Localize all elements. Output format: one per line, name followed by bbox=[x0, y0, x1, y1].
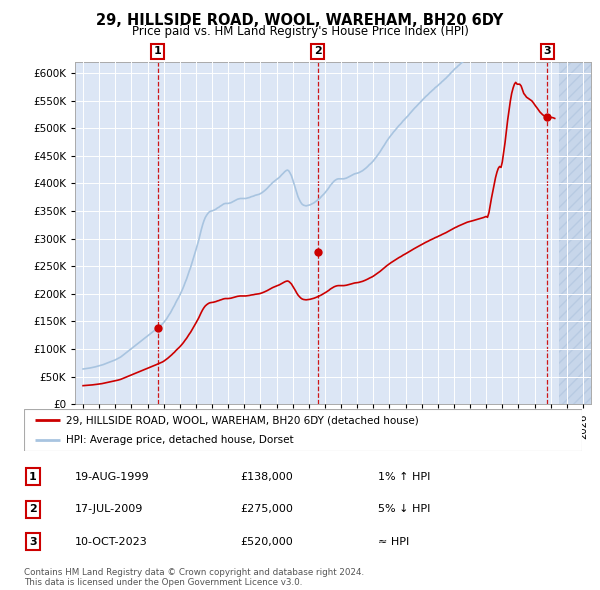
Text: 5% ↓ HPI: 5% ↓ HPI bbox=[378, 504, 430, 514]
Text: 19-AUG-1999: 19-AUG-1999 bbox=[75, 472, 149, 481]
Text: ≈ HPI: ≈ HPI bbox=[378, 537, 409, 546]
Text: 1: 1 bbox=[29, 472, 37, 481]
Text: £138,000: £138,000 bbox=[240, 472, 293, 481]
Text: 17-JUL-2009: 17-JUL-2009 bbox=[75, 504, 143, 514]
Text: 1: 1 bbox=[154, 47, 161, 57]
Text: 2: 2 bbox=[314, 47, 322, 57]
Text: 2: 2 bbox=[29, 504, 37, 514]
Text: 10-OCT-2023: 10-OCT-2023 bbox=[75, 537, 148, 546]
FancyBboxPatch shape bbox=[24, 409, 582, 451]
Text: 29, HILLSIDE ROAD, WOOL, WAREHAM, BH20 6DY (detached house): 29, HILLSIDE ROAD, WOOL, WAREHAM, BH20 6… bbox=[66, 415, 419, 425]
Text: HPI: Average price, detached house, Dorset: HPI: Average price, detached house, Dors… bbox=[66, 435, 293, 445]
Text: Price paid vs. HM Land Registry's House Price Index (HPI): Price paid vs. HM Land Registry's House … bbox=[131, 25, 469, 38]
Text: 3: 3 bbox=[29, 537, 37, 546]
Bar bbox=[559, 62, 591, 404]
Text: 1% ↑ HPI: 1% ↑ HPI bbox=[378, 472, 430, 481]
Text: 3: 3 bbox=[544, 47, 551, 57]
Text: Contains HM Land Registry data © Crown copyright and database right 2024.
This d: Contains HM Land Registry data © Crown c… bbox=[24, 568, 364, 587]
Text: £520,000: £520,000 bbox=[240, 537, 293, 546]
Text: 29, HILLSIDE ROAD, WOOL, WAREHAM, BH20 6DY: 29, HILLSIDE ROAD, WOOL, WAREHAM, BH20 6… bbox=[97, 13, 503, 28]
Text: £275,000: £275,000 bbox=[240, 504, 293, 514]
